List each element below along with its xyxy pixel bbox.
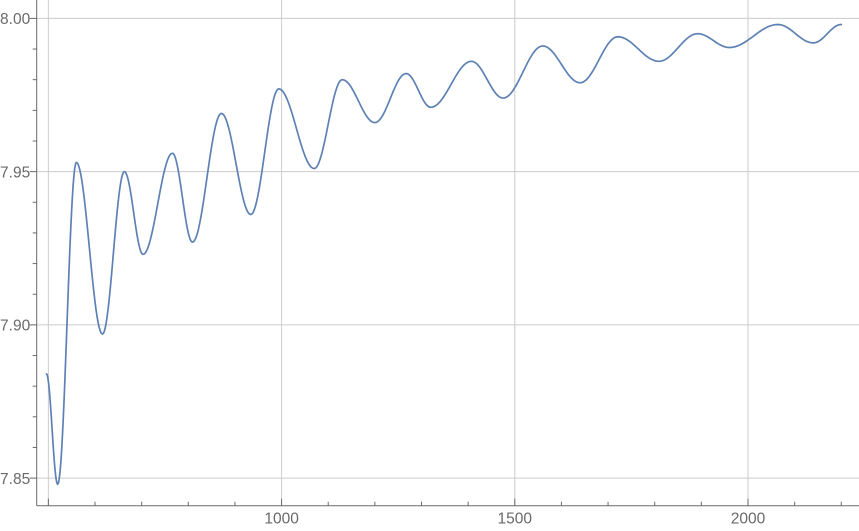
- gridlines-layer: [36, 0, 859, 506]
- tick-labels-layer: 1000 1500 2000 7.85 7.90 7.95 8.00: [0, 11, 766, 528]
- y-tick-label: 7.90: [0, 318, 31, 335]
- ticks-layer: [29, 17, 842, 506]
- y-tick-label: 7.95: [0, 164, 30, 181]
- series-curve: [45, 23, 843, 486]
- x-tick-label: 2000: [731, 511, 766, 528]
- y-tick-label: 7.85: [0, 471, 30, 488]
- y-tick-label: 8.00: [0, 11, 31, 28]
- x-tick-label: 1500: [498, 511, 533, 528]
- axes-layer: [36, 0, 859, 507]
- x-tick-label: 1000: [264, 511, 299, 528]
- curve-layer: [45, 23, 843, 486]
